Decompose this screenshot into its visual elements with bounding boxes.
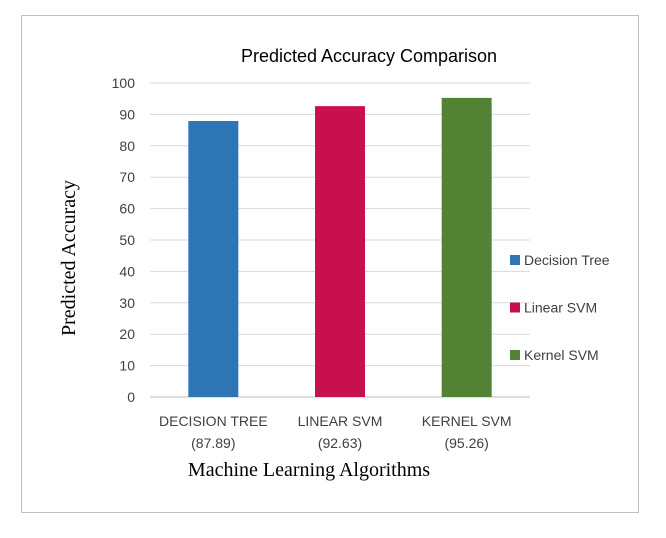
y-tick-label: 90 — [119, 106, 135, 122]
y-tick-label: 0 — [127, 389, 135, 405]
legend-label: Kernel SVM — [524, 347, 599, 363]
bar-decision-tree — [188, 121, 239, 398]
legend-swatch — [510, 302, 520, 313]
bar-linear-svm — [315, 106, 365, 398]
x-axis-categories: DECISION TREE (87.89) LINEAR SVM (92.63) KER… — [159, 413, 512, 451]
y-axis-title: Predicted Accuracy — [58, 180, 80, 336]
y-tick-label: 60 — [119, 201, 135, 217]
y-tick-label: 50 — [119, 232, 135, 248]
x-category-label: KERNEL SVM — [422, 413, 512, 429]
y-tick-label: 100 — [112, 75, 136, 91]
x-category-label: DECISION TREE — [159, 413, 268, 429]
x-category-value-label: (87.89) — [191, 435, 235, 451]
legend-swatch — [510, 350, 520, 360]
legend: Decision Tree Linear SVM Kernel SVM — [510, 252, 610, 363]
y-tick-label: 20 — [119, 326, 135, 342]
chart-title: Predicted Accuracy Comparison — [241, 46, 497, 66]
legend-label: Decision Tree — [524, 252, 610, 268]
y-tick-label: 70 — [119, 169, 135, 185]
y-tick-label: 80 — [119, 138, 135, 154]
y-axis-ticks: 0 10 20 30 40 50 60 70 80 90 100 — [112, 75, 136, 405]
bars — [188, 97, 492, 398]
legend-label: Linear SVM — [524, 300, 597, 316]
x-category-label: LINEAR SVM — [298, 413, 383, 429]
y-tick-label: 10 — [119, 358, 135, 374]
x-category-value-label: (95.26) — [444, 435, 488, 451]
y-tick-label: 40 — [119, 263, 135, 279]
x-category-value-label: (92.63) — [318, 435, 362, 451]
legend-swatch — [510, 255, 520, 265]
y-tick-label: 30 — [119, 295, 135, 311]
x-axis-title: Machine Learning Algorithms — [188, 459, 430, 481]
bar-kernel-svm — [441, 97, 492, 397]
